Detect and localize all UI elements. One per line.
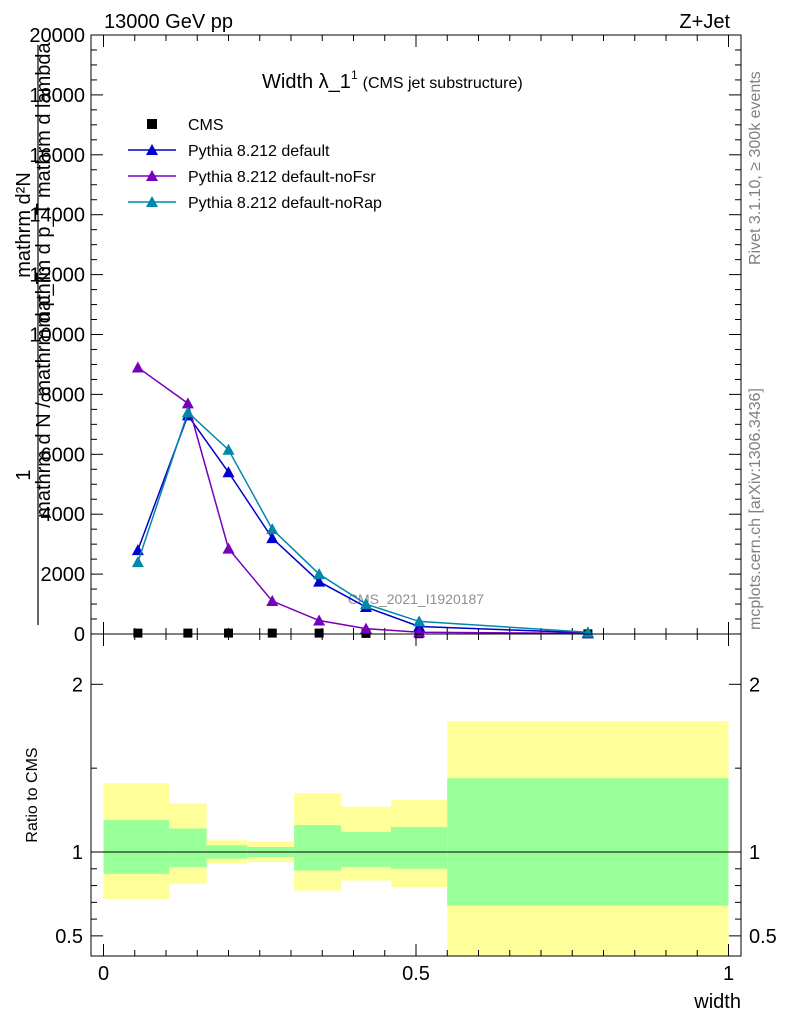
series-line <box>137 366 588 635</box>
ratio-band-inner <box>169 828 207 868</box>
data-point-triangle <box>222 466 235 478</box>
ratio-ytick-label: 2 <box>72 674 83 696</box>
main-title: Width λ_11 (CMS jet substructure) <box>262 68 523 93</box>
main-yaxis-ticks: 0 2000 4000 6000 8000 10000 12000 14000 16000 180… <box>29 25 741 646</box>
ratio-band-inner <box>447 778 729 906</box>
main-ytick-label: 16000 <box>29 145 85 167</box>
main-panel-frame <box>90 34 742 635</box>
main-title-text: Width λ_1 <box>262 71 351 93</box>
ratio-xtick-label: 1 <box>723 963 734 985</box>
main-ytick-label: 20000 <box>29 25 85 47</box>
data-point-square <box>267 628 277 638</box>
main-ylabel-top-num: mathrm d²N <box>13 172 35 278</box>
data-point-square <box>183 628 193 638</box>
legend-label: Pythia 8.212 default-noRap <box>188 195 382 212</box>
side-label-mcplots: mcplots.cern.ch [arXiv:1306.3436] <box>747 388 764 630</box>
data-point-triangle <box>413 615 426 627</box>
main-series-group <box>131 361 594 639</box>
legend-label: Pythia 8.212 default-noFsr <box>188 169 376 186</box>
data-point-triangle <box>131 556 144 568</box>
ratio-ytick-label-right: 1 <box>749 842 760 864</box>
main-ytick-label: 4000 <box>41 504 86 526</box>
main-title-sub: (CMS jet substructure) <box>363 75 523 92</box>
main-ylabel-bottom-num: 1 <box>13 469 35 480</box>
ratio-ylabel: Ratio to CMS <box>24 747 41 842</box>
data-point-triangle <box>313 614 326 626</box>
ratio-xtick-label: 0 <box>98 963 109 985</box>
data-point-triangle <box>266 595 279 607</box>
ratio-band-inner <box>294 825 341 871</box>
data-point-triangle <box>360 622 372 634</box>
main-ytick-label: 12000 <box>29 265 85 287</box>
header-right: Z+Jet <box>679 11 730 33</box>
ratio-bands <box>103 721 729 956</box>
header-left: 13000 GeV pp <box>104 11 233 33</box>
main-ytick-label: 14000 <box>29 205 85 227</box>
data-point-triangle <box>222 542 235 554</box>
legend-label: CMS <box>188 117 224 134</box>
ratio-ytick-label-right: 2 <box>749 674 760 696</box>
legend: CMS Pythia 8.212 default Pythia 8.212 defa… <box>128 117 382 212</box>
main-title-sup: 1 <box>351 68 358 82</box>
main-ytick-label: 6000 <box>41 444 86 466</box>
ratio-ytick-label: 0.5 <box>55 926 83 948</box>
side-label-rivet: Rivet 3.1.10, ≥ 300k events <box>747 71 764 265</box>
data-point-triangle <box>313 568 326 580</box>
ratio-xtick-label: 0.5 <box>402 963 430 985</box>
data-point-triangle <box>266 523 279 535</box>
data-point-triangle <box>131 361 144 373</box>
data-point-triangle <box>266 532 279 544</box>
ratio-ytick-label: 1 <box>72 842 83 864</box>
ratio-xaxis-ticks: 0 0.5 1 <box>98 634 734 985</box>
main-ytick-label: 10000 <box>29 325 85 347</box>
main-ytick-label: 8000 <box>41 384 86 406</box>
data-point-square <box>314 628 324 638</box>
legend-marker-triangle <box>146 170 158 181</box>
data-point-triangle <box>360 598 372 610</box>
ratio-ytick-label-right: 0.5 <box>749 926 777 948</box>
series-line <box>137 411 588 633</box>
main-ytick-label: 2000 <box>41 564 86 586</box>
ratio-yaxis-ticks: 0.5 0.5 1 1 2 2 <box>55 674 777 948</box>
main-ytick-label: 0 <box>74 624 85 646</box>
data-point-triangle <box>313 575 326 587</box>
data-point-square <box>133 628 143 638</box>
main-ylabel: 1 mathrm d N / mathrm d p_T mathrm d²N m… <box>13 41 55 625</box>
data-point-triangle <box>181 406 194 418</box>
main-ytick-label: 18000 <box>29 85 85 107</box>
ratio-band-inner <box>103 820 170 874</box>
watermark: CMS_2021_I1920187 <box>348 591 484 607</box>
data-point-square <box>224 628 233 638</box>
ratio-xlabel: width <box>693 991 741 1013</box>
legend-marker-triangle <box>146 144 158 155</box>
data-point-triangle <box>222 443 235 455</box>
legend-label: Pythia 8.212 default <box>188 143 330 160</box>
ratio-band-inner <box>341 831 391 868</box>
ratio-band-inner <box>391 826 448 869</box>
legend-marker-triangle <box>146 196 158 207</box>
data-point-triangle <box>181 397 194 409</box>
legend-marker-square <box>147 119 157 129</box>
